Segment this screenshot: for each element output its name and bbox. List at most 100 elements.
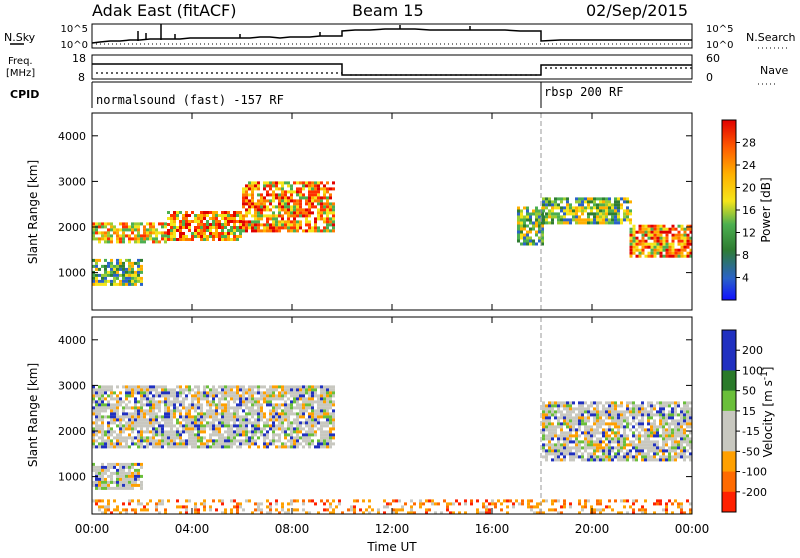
data-cell [248, 442, 251, 446]
data-cell [125, 477, 128, 481]
data-cell [263, 181, 266, 185]
data-cell [242, 415, 245, 419]
data-cell [278, 439, 281, 443]
data-cell [254, 502, 257, 506]
data-cell [281, 394, 284, 398]
data-cell [269, 193, 272, 197]
data-cell [284, 181, 287, 185]
data-cell [101, 264, 104, 268]
data-cell [284, 211, 287, 215]
data-cell [638, 508, 641, 512]
data-cell [665, 245, 669, 249]
data-cell [548, 425, 551, 429]
data-cell [248, 397, 251, 401]
data-cell [350, 505, 353, 509]
data-cell [143, 397, 146, 401]
data-cell [560, 452, 563, 456]
data-cell [526, 233, 529, 237]
data-cell [629, 452, 632, 456]
data-cell [176, 397, 179, 401]
data-cell [275, 418, 278, 422]
data-cell [287, 229, 290, 233]
data-cell [311, 190, 314, 194]
x-tick-label: 12:00 [375, 522, 410, 536]
data-cell [311, 442, 314, 446]
data-cell [242, 217, 245, 221]
data-cell [542, 203, 545, 207]
data-cell [526, 236, 529, 240]
data-cell [308, 415, 311, 419]
data-cell [215, 391, 218, 395]
data-cell [131, 391, 134, 395]
data-cell [125, 474, 128, 478]
data-cell [251, 424, 254, 428]
data-cell [650, 446, 653, 450]
data-cell [584, 437, 587, 441]
data-cell [113, 465, 116, 469]
data-cell [557, 446, 560, 450]
data-cell [311, 499, 314, 503]
data-cell [326, 409, 329, 413]
data-cell [125, 391, 128, 395]
data-cell [284, 427, 287, 431]
data-cell [668, 416, 671, 420]
data-cell [641, 434, 644, 438]
data-cell [656, 242, 660, 246]
data-cell [275, 214, 278, 218]
data-cell [239, 229, 242, 232]
data-cell [110, 412, 113, 416]
data-cell [92, 273, 95, 277]
data-cell [668, 437, 671, 441]
data-cell [233, 217, 236, 220]
data-cell [158, 231, 161, 235]
data-cell [209, 232, 212, 235]
data-cell [296, 214, 299, 218]
data-cell [653, 452, 656, 456]
data-cell [596, 446, 599, 450]
data-cell [227, 220, 230, 223]
data-cell [551, 434, 554, 438]
data-cell [602, 206, 605, 210]
data-cell [155, 508, 158, 512]
data-cell [314, 220, 317, 224]
data-cell [311, 199, 314, 203]
data-cell [308, 418, 311, 422]
data-cell [266, 199, 269, 203]
data-cell [683, 431, 686, 435]
data-cell [566, 413, 569, 417]
data-cell [263, 439, 266, 443]
data-cell [278, 385, 281, 389]
data-cell [146, 385, 149, 389]
data-cell [128, 465, 131, 469]
data-cell [584, 443, 587, 447]
data-cell [536, 511, 539, 515]
data-cell [653, 449, 656, 453]
data-cell [128, 445, 131, 449]
freq-tick-high: 18 [72, 52, 86, 65]
data-cell [287, 427, 290, 431]
data-cell [260, 406, 263, 410]
data-cell [161, 499, 164, 503]
data-cell [287, 421, 290, 425]
data-cell [311, 400, 314, 404]
data-cell [293, 388, 296, 392]
data-cell [188, 412, 191, 416]
data-cell [92, 406, 95, 410]
nsky-tick-high: 10^5 [61, 24, 88, 35]
data-cell [629, 505, 632, 509]
data-cell [200, 229, 203, 232]
data-cell [683, 407, 686, 411]
data-cell [605, 218, 608, 222]
data-cell [272, 412, 275, 416]
data-cell [167, 424, 170, 428]
data-cell [632, 245, 636, 249]
data-cell [347, 508, 350, 512]
data-cell [686, 443, 689, 447]
data-cell [332, 208, 335, 212]
data-cell [538, 209, 541, 213]
data-cell [526, 209, 529, 213]
data-cell [532, 227, 535, 231]
data-cell [329, 400, 332, 404]
data-cell [233, 424, 236, 428]
data-cell [134, 276, 137, 280]
